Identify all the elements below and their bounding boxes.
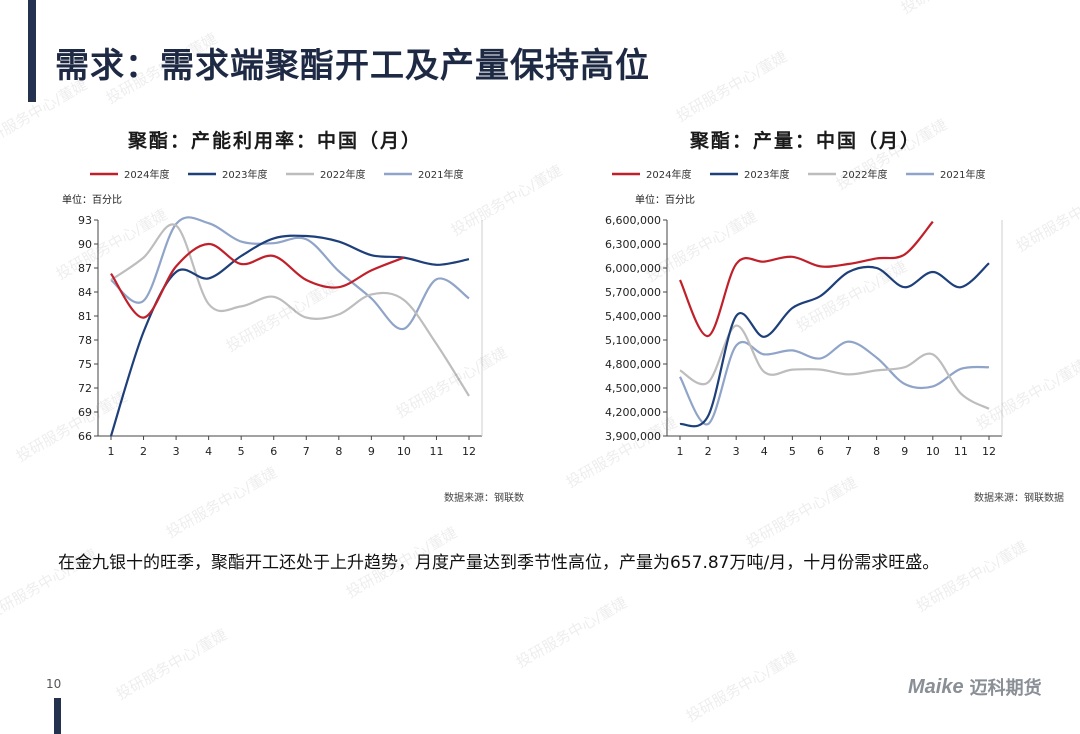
right-legend-label-0: 2024年度: [646, 168, 691, 181]
right-source: 数据来源：钢联数据: [974, 491, 1064, 504]
right-x-tick-label-5: 6: [817, 445, 824, 458]
left-x-tick-label-2: 3: [173, 445, 180, 458]
left-y-tick-label-1: 90: [78, 238, 92, 251]
title-accent-bar: [28, 0, 36, 102]
left-x-tick-label-10: 11: [429, 445, 443, 458]
left-y-tick-label-9: 66: [78, 430, 92, 443]
right-y-tick-label-8: 4,200,000: [605, 406, 661, 419]
right-legend-label-3: 2021年度: [940, 168, 985, 181]
left-series-line-0: [110, 242, 405, 319]
chart-capacity-utilization: 2024年度 2023年度 2022年度 2021年度单位：百分比9390878481…: [62, 168, 524, 504]
chart-right-title: 聚酯：产量：中国（月）: [690, 130, 922, 152]
left-unit-label: 单位：百分比: [62, 193, 122, 206]
right-y-tick-label-5: 5,100,000: [605, 334, 661, 347]
right-legend-label-2: 2022年度: [842, 168, 887, 181]
right-y-tick-label-0: 6,600,000: [605, 214, 661, 227]
left-legend-label-3: 2021年度: [418, 168, 463, 181]
left-x-tick-label-7: 8: [335, 445, 342, 458]
right-x-tick-label-8: 9: [901, 445, 908, 458]
logo-cn-text: 迈科期货: [969, 678, 1042, 699]
left-series-line-3: [110, 216, 470, 330]
left-y-tick-label-4: 81: [78, 310, 92, 323]
watermark-text: 投研服务中心/董婕: [113, 625, 230, 703]
right-x-tick-label-4: 5: [789, 445, 796, 458]
right-unit-label: 单位：百分比: [635, 193, 695, 206]
left-x-tick-label-5: 6: [270, 445, 277, 458]
left-source: 数据来源：钢联数: [444, 491, 524, 504]
left-y-tick-label-6: 75: [78, 358, 92, 371]
right-y-tick-label-2: 6,000,000: [605, 262, 661, 275]
right-y-tick-label-9: 3,900,000: [605, 430, 661, 443]
logo-latin-text: Maike: [908, 675, 964, 698]
right-x-tick-label-11: 12: [982, 445, 996, 458]
left-legend-label-0: 2024年度: [124, 168, 169, 181]
right-series-line-2: [679, 324, 990, 410]
page-number: 10: [46, 677, 62, 691]
right-y-tick-label-3: 5,700,000: [605, 286, 661, 299]
right-legend-label-1: 2023年度: [744, 168, 789, 181]
summary-text: 在金九银十的旺季，聚酯开工还处于上升趋势，月度产量达到季节性高位，产量为657.…: [58, 553, 940, 573]
watermark-text: 投研服务中心/董婕: [513, 593, 630, 671]
left-x-tick-label-11: 12: [462, 445, 476, 458]
left-x-tick-label-1: 2: [140, 445, 147, 458]
chart-left-title: 聚酯：产能利用率：中国（月）: [128, 130, 423, 152]
left-x-tick-label-9: 10: [397, 445, 411, 458]
page-title: 需求：需求端聚酯开工及产量保持高位: [55, 46, 650, 86]
watermark-text: 投研服务中心/董婕: [0, 75, 90, 153]
right-y-tick-label-6: 4,800,000: [605, 358, 661, 371]
right-y-tick-label-1: 6,300,000: [605, 238, 661, 251]
right-x-tick-label-0: 1: [677, 445, 684, 458]
watermark-text: 投研服务中心/董婕: [673, 47, 790, 125]
left-series-line-2: [110, 223, 470, 397]
right-y-tick-label-4: 5,400,000: [605, 310, 661, 323]
left-y-tick-label-0: 93: [78, 214, 92, 227]
right-series-line-1: [679, 262, 990, 428]
left-y-tick-label-8: 69: [78, 406, 92, 419]
bottom-accent-bar: [54, 698, 61, 734]
right-x-tick-label-3: 4: [761, 445, 768, 458]
left-x-tick-label-8: 9: [368, 445, 375, 458]
right-x-tick-label-6: 7: [845, 445, 852, 458]
left-y-tick-label-5: 78: [78, 334, 92, 347]
right-series-line-3: [679, 340, 990, 426]
left-y-tick-label-2: 87: [78, 262, 92, 275]
left-legend-label-1: 2023年度: [222, 168, 267, 181]
watermark-text: 投研服务中心/董婕: [898, 0, 1015, 17]
right-y-tick-label-7: 4,500,000: [605, 382, 661, 395]
left-x-tick-label-3: 4: [205, 445, 212, 458]
right-x-tick-label-10: 11: [954, 445, 968, 458]
left-y-tick-label-7: 72: [78, 382, 92, 395]
left-x-tick-label-0: 1: [108, 445, 115, 458]
right-x-tick-label-7: 8: [873, 445, 880, 458]
watermark-text: 投研服务中心/董婕: [683, 647, 800, 725]
left-y-tick-label-3: 84: [78, 286, 92, 299]
left-legend-label-2: 2022年度: [320, 168, 365, 181]
left-x-tick-label-6: 7: [303, 445, 310, 458]
right-x-tick-label-9: 10: [926, 445, 940, 458]
company-logo: Maike 迈科期货: [908, 674, 1042, 700]
right-x-tick-label-2: 3: [733, 445, 740, 458]
right-x-tick-label-1: 2: [705, 445, 712, 458]
right-series-line-0: [679, 220, 934, 338]
left-x-tick-label-4: 5: [238, 445, 245, 458]
